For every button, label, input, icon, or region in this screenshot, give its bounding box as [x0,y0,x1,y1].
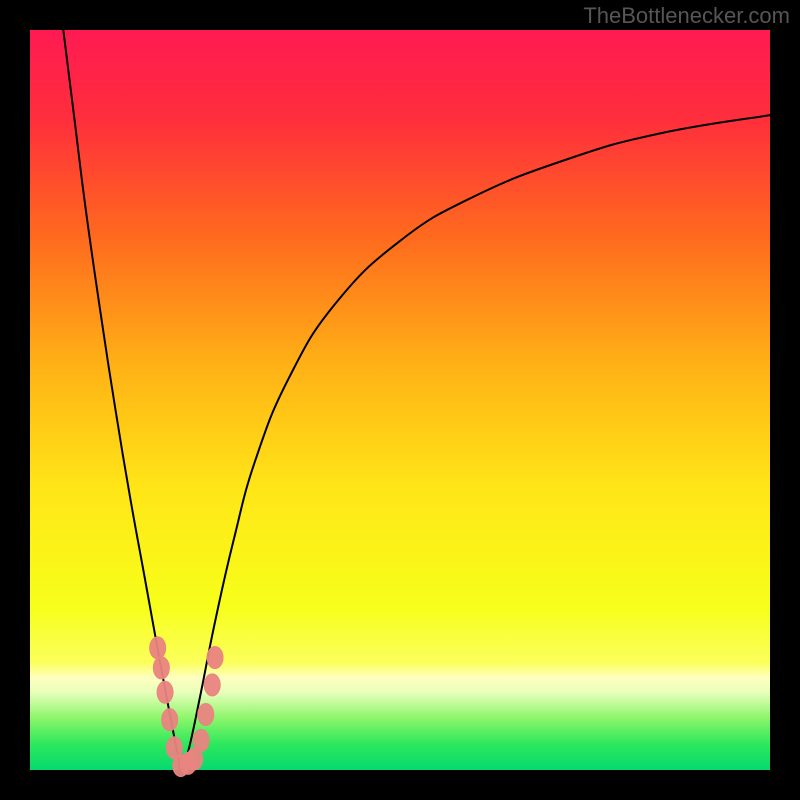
data-marker [153,657,169,679]
data-marker [193,729,209,751]
data-marker [198,704,214,726]
data-marker [150,637,166,659]
gradient-plot-area [30,30,770,770]
bottleneck-chart [0,0,800,800]
data-marker [162,709,178,731]
data-marker [207,647,223,669]
chart-container: TheBottlenecker.com [0,0,800,800]
watermark-text: TheBottlenecker.com [583,3,790,29]
data-marker [157,681,173,703]
data-marker [204,674,220,696]
